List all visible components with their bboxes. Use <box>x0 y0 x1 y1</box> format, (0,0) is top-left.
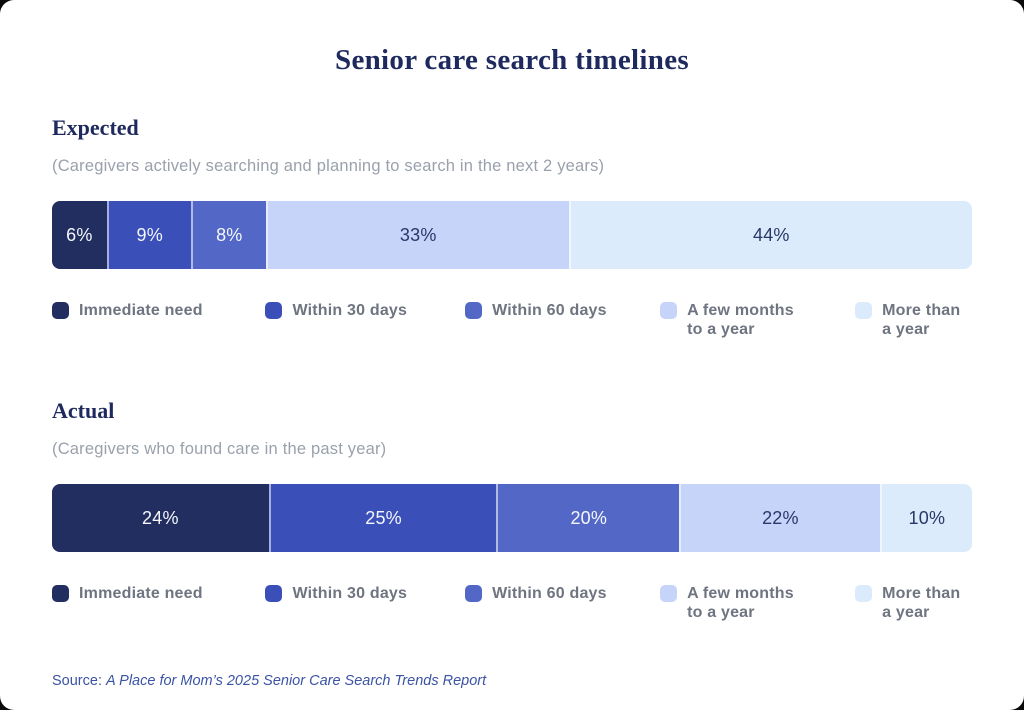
section-subtitle-actual: (Caregivers who found care in the past y… <box>52 440 387 458</box>
legend-item: More than a year <box>855 584 972 622</box>
legend-swatch-icon <box>660 585 678 602</box>
legend-item: A few months to a year <box>660 301 855 339</box>
expected-section: Expected (Caregivers actively searching … <box>52 114 972 339</box>
legend-item: More than a year <box>855 301 972 339</box>
legend-label: A few months to a year <box>687 302 794 338</box>
legend-item: Within 30 days <box>265 301 465 339</box>
legend-swatch-icon <box>660 302 678 319</box>
bar-segment-more-than-a-year: 10% <box>879 484 973 552</box>
chart-title: Senior care search timelines <box>335 44 689 76</box>
legend-label: Within 30 days <box>292 585 408 602</box>
legend-item: Within 30 days <box>265 584 465 622</box>
section-heading-actual: Actual <box>52 398 115 423</box>
legend-swatch-icon <box>465 585 483 602</box>
legend-item: A few months to a year <box>660 584 855 622</box>
actual-section: Actual (Caregivers who found care in the… <box>52 397 973 622</box>
legend-swatch-icon <box>465 302 483 319</box>
legend-swatch-icon <box>855 302 873 319</box>
bar-segment-immediate-need: 24% <box>52 484 269 552</box>
legend-label: Within 60 days <box>492 585 607 602</box>
legend-label: Within 60 days <box>492 302 607 319</box>
bar-segment-immediate-need: 6% <box>52 201 107 269</box>
source-text: A Place for Mom’s 2025 Senior Care Searc… <box>106 673 487 689</box>
legend-swatch-icon <box>265 585 283 602</box>
legend-swatch-icon <box>52 585 69 602</box>
actual-stacked-bar: 24% 25% 20% 22% 10% <box>52 484 973 552</box>
legend-item: Immediate need <box>52 301 265 339</box>
bar-segment-within-30-days: 25% <box>268 484 497 552</box>
legend-label: Immediate need <box>79 585 203 602</box>
bar-segment-within-30-days: 9% <box>106 201 191 269</box>
legend-label: Within 30 days <box>292 302 408 319</box>
legend-label: A few months to a year <box>687 585 794 621</box>
legend-item: Within 60 days <box>465 301 660 339</box>
section-subtitle-expected: (Caregivers actively searching and plann… <box>52 157 605 175</box>
expected-legend: Immediate need Within 30 days Within 60 da… <box>52 301 972 339</box>
legend-item: Immediate need <box>52 584 265 622</box>
legend-label: Immediate need <box>79 302 203 319</box>
bar-segment-within-60-days: 20% <box>496 484 680 552</box>
legend-label: More than a year <box>882 302 961 338</box>
expected-stacked-bar: 6% 9% 8% 33% 44% <box>52 201 972 269</box>
source-note: Source: A Place for Mom’s 2025 Senior Ca… <box>52 672 972 690</box>
legend-item: Within 60 days <box>465 584 660 622</box>
bar-segment-a-few-months-to-a-year: 22% <box>679 484 880 552</box>
bar-segment-within-60-days: 8% <box>190 201 266 269</box>
actual-legend: Immediate need Within 30 days Within 60 da… <box>52 584 972 622</box>
bar-segment-a-few-months-to-a-year: 33% <box>265 201 569 269</box>
legend-label: More than a year <box>882 585 961 621</box>
legend-swatch-icon <box>265 302 283 319</box>
legend-swatch-icon <box>855 585 873 602</box>
bar-segment-more-than-a-year: 44% <box>568 201 972 269</box>
section-heading-expected: Expected <box>52 115 139 140</box>
source-prefix: Source: <box>52 673 106 689</box>
legend-swatch-icon <box>52 302 69 319</box>
